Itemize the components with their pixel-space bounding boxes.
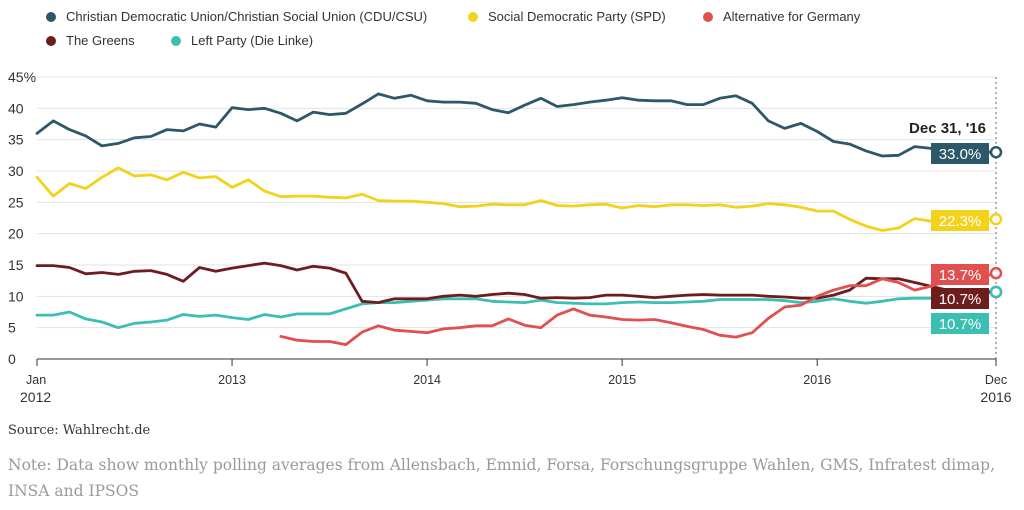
end-point-marker	[989, 285, 1003, 299]
y-tick-label: 35	[8, 132, 24, 148]
end-value-badge	[931, 288, 989, 309]
y-tick-label: 25	[8, 194, 24, 210]
x-tick-label: 2015	[608, 373, 636, 387]
y-tick-label: 30	[8, 163, 24, 179]
x-tick-label: 2013	[218, 373, 246, 387]
legend: Christian Democratic Union/Christian Soc…	[0, 0, 1024, 60]
legend-label-cdu-csu: Christian Democratic Union/Christian Soc…	[66, 9, 428, 24]
end-value-badge	[931, 210, 989, 231]
x-tick-label-year: 2012	[20, 389, 51, 405]
end-point-marker	[989, 145, 1003, 159]
x-tick-label: 2014	[413, 373, 441, 387]
legend-dot-afd	[703, 11, 713, 22]
end-value-badge	[931, 313, 989, 334]
series-line	[35, 261, 998, 305]
x-tick-label: 2016	[803, 373, 831, 387]
legend-label-left-party: Left Party (Die Linke)	[191, 33, 314, 48]
x-tick-label-year: 2016	[980, 389, 1011, 405]
legend-item-left-party: Left Party (Die Linke)	[171, 33, 313, 48]
legend-label-greens: The Greens	[66, 33, 135, 48]
series-lines	[35, 92, 998, 347]
series-line	[279, 271, 998, 347]
legend-dot-greens	[46, 35, 56, 46]
legend-item-cdu-csu: Christian Democratic Union/Christian Soc…	[46, 9, 427, 24]
x-axis: Jan 2012 2013 2014 2015 2016 Dec 2016	[20, 358, 1012, 405]
y-tick-label: 15	[8, 257, 24, 273]
y-tick-label: 5	[8, 320, 16, 336]
end-markers: 33.0% 22.3% 13.7% 10.7% 10.7% Dec 31, '16	[909, 120, 1003, 334]
x-tick-label: Dec	[985, 373, 1007, 387]
end-value-badge	[931, 143, 989, 164]
source-text: Source: Wahlrecht.de	[8, 423, 151, 438]
end-date-annotation: Dec 31, '16	[909, 120, 986, 137]
x-tick-label: Jan	[26, 373, 46, 387]
end-point-marker	[989, 213, 1003, 226]
y-tick-label: 40	[8, 100, 24, 116]
legend-item-afd: Alternative for Germany	[703, 9, 860, 24]
y-tick-label: 10	[8, 288, 24, 304]
y-axis: 0 5 10 15 20 25 30 35 40 45%	[8, 69, 36, 367]
end-value-badge	[931, 264, 989, 285]
poll-line-chart: Jan 2012 2013 2014 2015 2016 Dec 2016 0 5 10 15 20 2…	[8, 69, 1012, 405]
legend-dot-left-party	[171, 35, 181, 46]
note-text: Note: Data show monthly polling averages…	[8, 456, 996, 500]
end-point-marker	[989, 266, 1003, 280]
series-line	[35, 290, 998, 330]
end-value-label: 33.0%	[939, 146, 982, 163]
series-line	[35, 166, 998, 232]
series-line	[35, 92, 998, 158]
legend-dot-cdu-csu	[46, 11, 56, 22]
end-value-label: 13.7%	[939, 267, 982, 284]
legend-label-afd: Alternative for Germany	[723, 9, 861, 24]
legend-item-spd: Social Democratic Party (SPD)	[468, 9, 666, 24]
legend-dot-spd	[468, 11, 478, 22]
legend-label-spd: Social Democratic Party (SPD)	[488, 9, 666, 24]
end-value-label: 10.7%	[939, 291, 982, 308]
y-tick-label: 20	[8, 226, 24, 242]
legend-item-greens: The Greens	[46, 33, 135, 48]
chart-grid	[37, 76, 997, 359]
end-value-label: 22.3%	[939, 213, 982, 230]
end-value-label: 10.7%	[939, 316, 982, 333]
y-tick-label: 45%	[8, 69, 36, 85]
y-tick-label: 0	[8, 351, 16, 367]
